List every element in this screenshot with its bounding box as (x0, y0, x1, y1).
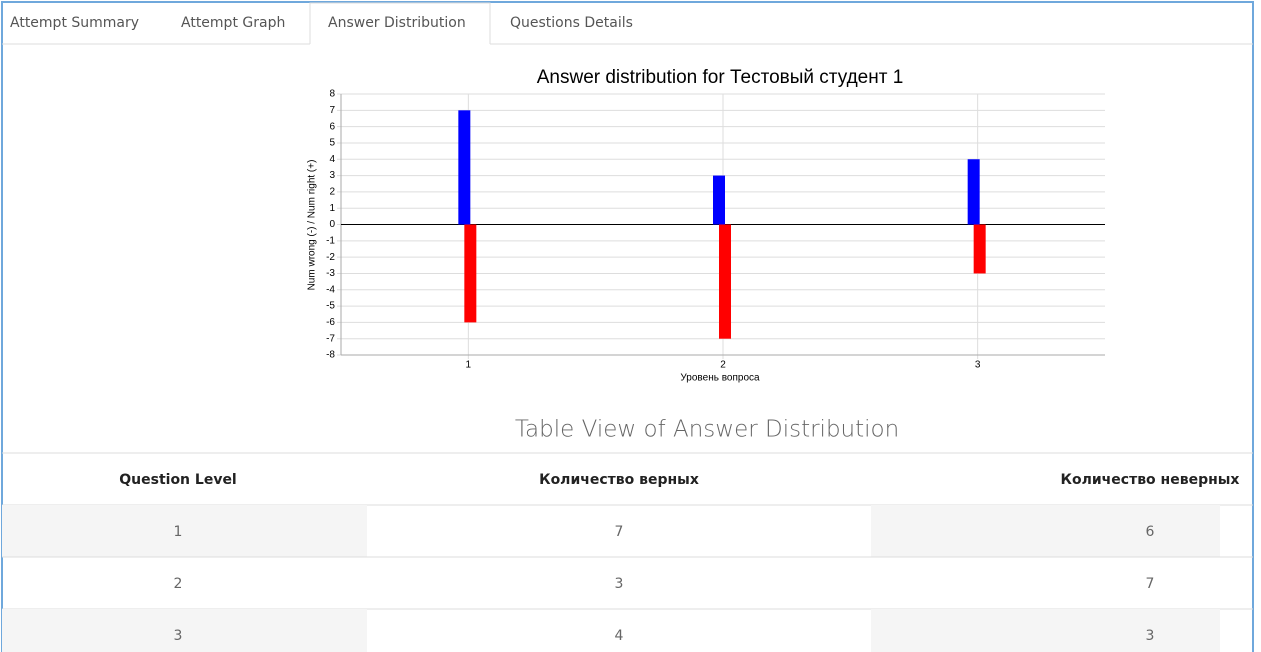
tab[interactable]: Attempt Summary (10, 15, 139, 31)
table-cell: 3 (615, 576, 624, 592)
chart-title: Answer distribution for Тестовый студент… (537, 67, 904, 88)
y-tick-label: -5 (326, 301, 335, 312)
bar (973, 224, 986, 274)
table-cell: 7 (1146, 576, 1155, 592)
y-tick-label: -6 (326, 317, 335, 328)
row-bg (871, 505, 1220, 557)
active-tab (309, 2, 491, 44)
y-tick-label: 5 (329, 138, 335, 149)
y-tick-label: 0 (329, 219, 335, 230)
y-tick-label: -2 (326, 252, 335, 263)
table-cell: 1 (174, 524, 183, 540)
y-tick-label: -7 (326, 333, 335, 344)
table-header: Количество неверных (1061, 472, 1240, 488)
y-tick-label: 3 (329, 170, 335, 181)
y-tick-label: 1 (329, 203, 335, 214)
y-tick-label: -4 (326, 284, 335, 295)
table-header: Question Level (119, 472, 236, 488)
tab[interactable]: Answer Distribution (328, 15, 466, 31)
x-tick-label: 1 (466, 360, 472, 371)
y-axis-label: Num wrong (-) / Num right (+) (307, 160, 318, 291)
table-cell: 3 (1146, 628, 1155, 644)
y-tick-label: 7 (329, 105, 335, 116)
tab[interactable]: Questions Details (510, 15, 633, 31)
bar (967, 159, 980, 225)
y-tick-label: 6 (329, 121, 335, 132)
bar (719, 224, 731, 339)
tab[interactable]: Attempt Graph (181, 15, 285, 31)
bar (713, 175, 725, 225)
y-tick-label: 4 (329, 154, 335, 165)
row-bg (2, 609, 367, 652)
table-header: Количество верных (539, 472, 699, 488)
y-tick-label: 2 (329, 187, 335, 198)
bar (464, 224, 477, 323)
row-bg (871, 609, 1220, 652)
x-tick-label: 3 (975, 360, 981, 371)
row-bg (2, 505, 367, 557)
y-tick-label: 8 (329, 89, 335, 100)
table-cell: 3 (174, 628, 183, 644)
table-cell: 6 (1146, 524, 1155, 540)
y-tick-label: -8 (326, 350, 335, 361)
x-axis-label: Уровень вопроса (680, 373, 760, 384)
y-tick-label: -1 (326, 235, 335, 246)
x-tick-label: 2 (720, 360, 726, 371)
y-tick-label: -3 (326, 268, 335, 279)
table-cell: 7 (615, 524, 624, 540)
table-cell: 4 (615, 628, 624, 644)
table-cell: 2 (174, 576, 183, 592)
bar (458, 110, 471, 225)
table-title: Table View of Answer Distribution (515, 417, 899, 443)
